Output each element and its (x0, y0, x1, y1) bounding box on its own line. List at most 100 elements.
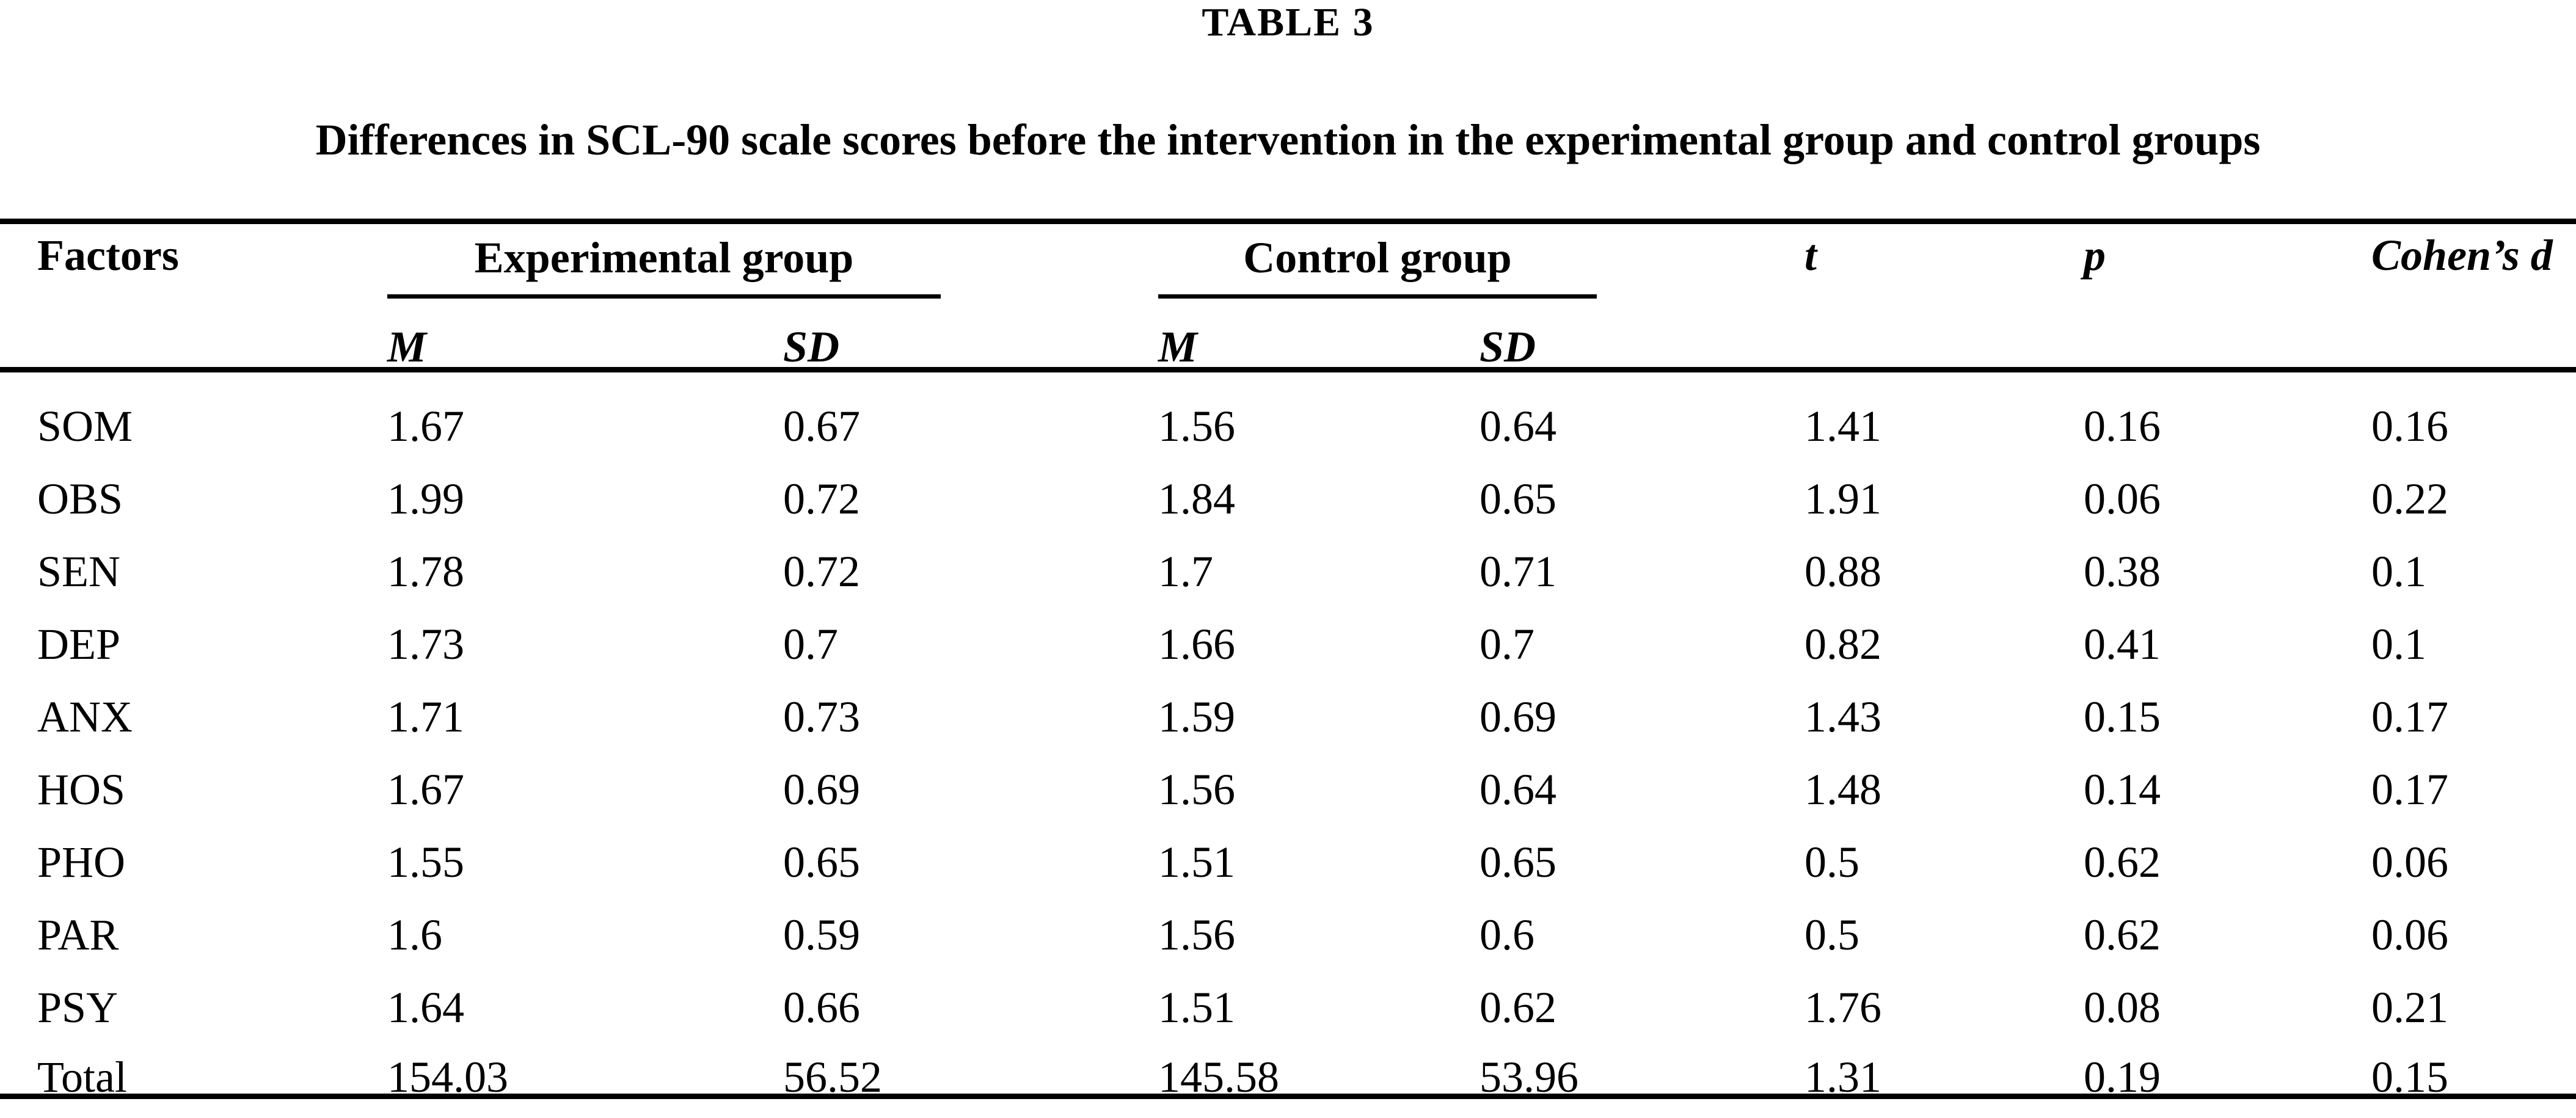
value-cell: 0.64 (1480, 367, 1804, 448)
col-subheader-exp-sd: SD (783, 322, 840, 371)
table-row: PAR 1.6 0.59 1.56 0.6 0.5 0.62 0.06 (0, 879, 2576, 959)
col-header-control-group-cell: Control group (1158, 222, 1804, 299)
table-row: PSY 1.64 0.66 1.51 0.62 1.76 0.08 0.21 (0, 951, 2576, 1032)
table-row: OBS 1.99 0.72 1.84 0.65 1.91 0.06 0.22 (0, 443, 2576, 523)
table-caption: Differences in SCL-90 scale scores befor… (315, 115, 2261, 164)
col-subheader-ctrl-mean: M (1158, 322, 1198, 371)
factor-cell: SOM (0, 367, 387, 448)
factor-cell: DEP (37, 619, 121, 669)
factor-cell: HOS (37, 764, 126, 814)
value-cell: 0.21 (2371, 982, 2448, 1032)
value-cell: 0.62 (2084, 910, 2161, 959)
value-cell: 0.14 (2084, 764, 2161, 814)
table-row: SEN 1.78 0.72 1.7 0.71 0.88 0.38 0.1 (0, 515, 2576, 596)
value-cell: 1.43 (1804, 692, 1881, 741)
factor-cell: PHO (37, 837, 126, 887)
factor-cell: Total (37, 1053, 127, 1102)
value-cell: 0.06 (2084, 474, 2161, 523)
factor-cell: PAR (37, 910, 119, 959)
value-cell: 0.7 (1480, 619, 1534, 669)
header-row-subcolumns: M SD M SD (0, 299, 2576, 370)
value-cell: 0.65 (783, 837, 860, 887)
factor-cell: SEN (37, 546, 121, 596)
value-cell: 1.7 (1158, 546, 1213, 596)
factor-cell: OBS (37, 474, 123, 523)
value-cell: 1.59 (1158, 692, 1235, 741)
scl90-comparison-table: Factors Experimental group Control group… (0, 219, 2576, 1099)
value-cell: 56.52 (783, 1053, 882, 1102)
table-row: SOM 1.67 0.67 1.56 0.64 1.41 0.16 0.16 (0, 367, 2576, 448)
value-cell: 154.03 (387, 1053, 508, 1102)
value-cell: 145.58 (1158, 1053, 1279, 1102)
col-header-factors: Factors (37, 231, 179, 280)
value-cell: 0.59 (783, 910, 860, 959)
value-cell: 1.41 (1804, 367, 2084, 448)
col-header-p: p (2084, 231, 2106, 280)
value-cell: 0.17 (2371, 692, 2448, 741)
value-cell: 1.78 (387, 546, 464, 596)
value-cell: 0.65 (1480, 837, 1556, 887)
value-cell: 1.66 (1158, 619, 1235, 669)
value-cell: 0.6 (1480, 910, 1534, 959)
value-cell: 0.64 (1480, 764, 1556, 814)
factor-cell: ANX (37, 692, 133, 741)
col-header-control-group: Control group (1158, 233, 1597, 299)
value-cell: 0.15 (2371, 1053, 2448, 1102)
value-cell: 1.55 (387, 837, 464, 887)
value-cell: 1.84 (1158, 474, 1235, 523)
value-cell: 1.67 (387, 367, 783, 448)
value-cell: 0.5 (1804, 837, 1859, 887)
value-cell: 0.06 (2371, 837, 2448, 887)
value-cell: 1.73 (387, 619, 464, 669)
value-cell: 0.72 (783, 546, 860, 596)
value-cell: 0.72 (783, 474, 860, 523)
value-cell: 0.19 (2084, 1053, 2161, 1102)
header-row-groups: Factors Experimental group Control group… (0, 222, 2576, 299)
value-cell: 0.82 (1804, 619, 1881, 669)
value-cell: 0.5 (1804, 910, 1859, 959)
table-row: Total 154.03 56.52 145.58 53.96 1.31 0.1… (0, 1024, 2576, 1102)
table-row: DEP 1.73 0.7 1.66 0.7 0.82 0.41 0.1 (0, 588, 2576, 669)
value-cell: 0.16 (2084, 367, 2371, 448)
col-header-t: t (1804, 231, 1817, 280)
value-cell: 1.48 (1804, 764, 1881, 814)
col-header-experimental-group: Experimental group (387, 233, 941, 299)
col-header-cohens-d: Cohen’s d (2371, 231, 2553, 280)
value-cell: 53.96 (1480, 1053, 1578, 1102)
value-cell: 1.6 (387, 910, 442, 959)
col-subheader-ctrl-sd: SD (1480, 322, 1536, 371)
value-cell: 0.08 (2084, 982, 2161, 1032)
table-label: TABLE 3 (1202, 0, 1374, 45)
value-cell: 0.66 (783, 982, 860, 1032)
value-cell: 1.51 (1158, 837, 1235, 887)
value-cell: 0.06 (2371, 910, 2448, 959)
value-cell: 0.69 (1480, 692, 1556, 741)
value-cell: 0.71 (1480, 546, 1556, 596)
value-cell: 1.64 (387, 982, 464, 1032)
value-cell: 0.38 (2084, 546, 2161, 596)
value-cell: 1.76 (1804, 982, 1881, 1032)
value-cell: 0.1 (2371, 546, 2426, 596)
value-cell: 0.88 (1804, 546, 1881, 596)
table-row: PHO 1.55 0.65 1.51 0.65 0.5 0.62 0.06 (0, 806, 2576, 887)
value-cell: 0.15 (2084, 692, 2161, 741)
value-cell: 1.51 (1158, 982, 1235, 1032)
value-cell: 1.67 (387, 764, 464, 814)
value-cell: 0.62 (2084, 837, 2161, 887)
value-cell: 1.56 (1158, 367, 1480, 448)
value-cell: 0.62 (1480, 982, 1556, 1032)
value-cell: 1.31 (1804, 1053, 1881, 1102)
value-cell: 0.1 (2371, 619, 2426, 669)
value-cell: 0.73 (783, 692, 860, 741)
table-row: HOS 1.67 0.69 1.56 0.64 1.48 0.14 0.17 (0, 733, 2576, 814)
value-cell: 0.7 (783, 619, 838, 669)
col-subheader-exp-mean: M (387, 322, 427, 371)
value-cell: 1.99 (387, 474, 464, 523)
value-cell: 1.56 (1158, 910, 1235, 959)
table-row: ANX 1.71 0.73 1.59 0.69 1.43 0.15 0.17 (0, 661, 2576, 741)
value-cell: 0.65 (1480, 474, 1556, 523)
value-cell: 0.41 (2084, 619, 2161, 669)
col-header-experimental-group-cell: Experimental group (387, 222, 1158, 299)
value-cell: 0.16 (2371, 367, 2576, 448)
